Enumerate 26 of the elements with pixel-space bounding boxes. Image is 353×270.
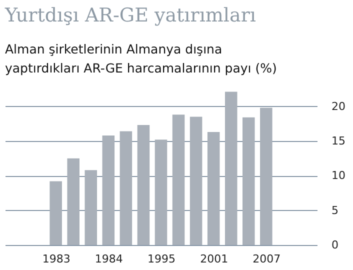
x-tick-label: 2001 [200,252,228,266]
y-tick-label: 5 [332,204,338,217]
bar [120,131,132,245]
x-tick-label: 1995 [148,252,176,266]
bar [154,140,168,245]
text: yaptırdıkları AR-GE harcamalarının payı (%) [5,60,277,76]
text: Alman şirketlerinin Almanya dışına [5,42,222,56]
y-tick-label: 15 [332,134,346,148]
bar [67,158,80,245]
chart-title: Yurtdışı AR-GE yatırımları [4,4,256,26]
bar [137,125,150,245]
bar [84,170,98,245]
y-tick-label: 0 [332,238,338,252]
bar [50,181,62,245]
x-tick-label: 2007 [252,252,281,266]
bar [224,92,238,245]
x-tick-label: 1983 [42,252,70,266]
y-tick-label: 20 [332,100,346,113]
y-tick-label: 10 [332,169,346,182]
bar [172,114,185,245]
bar [260,108,272,245]
bar [190,116,202,245]
bar [242,117,255,245]
bar [102,135,115,245]
x-tick-label: 1984 [94,252,123,266]
bar [207,132,220,245]
